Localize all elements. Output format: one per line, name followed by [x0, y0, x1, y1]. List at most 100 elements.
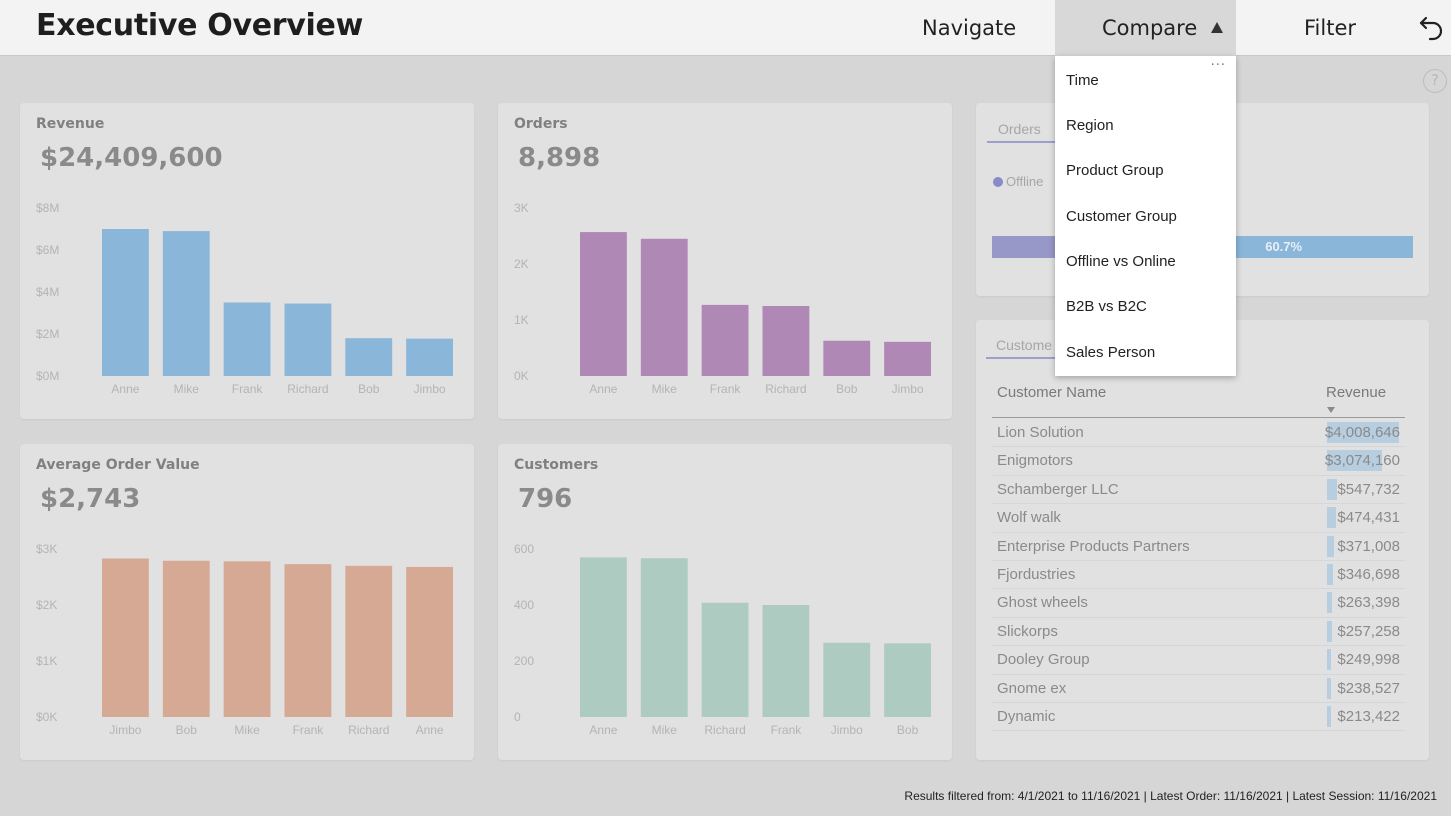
x-tick-label: Richard: [287, 382, 328, 396]
x-tick-label: Richard: [348, 723, 389, 737]
customer-name-cell: Lion Solution: [997, 424, 1084, 441]
column-header-revenue[interactable]: Revenue: [1326, 384, 1387, 401]
caret-up-icon: [1211, 22, 1223, 33]
bar[interactable]: [640, 238, 688, 376]
table-row[interactable]: Ghost wheels $263,398: [992, 589, 1405, 618]
bar[interactable]: [701, 602, 749, 717]
bar[interactable]: [345, 565, 393, 717]
bar[interactable]: [762, 306, 810, 376]
bar[interactable]: [701, 304, 749, 376]
bar[interactable]: [223, 561, 271, 717]
customer-name-cell: Slickorps: [997, 622, 1058, 640]
bar[interactable]: [640, 558, 688, 717]
nav-compare[interactable]: Compare: [1055, 0, 1236, 56]
legend-dot-offline: [993, 177, 1003, 187]
nav-compare-label: Compare: [1102, 16, 1198, 40]
x-tick-label: Anne: [111, 382, 139, 396]
bar[interactable]: [823, 340, 871, 376]
card-value: $2,743: [40, 484, 141, 514]
tab-orders[interactable]: Orders: [998, 121, 1041, 137]
table-row[interactable]: Enigmotors $3,074,160: [992, 447, 1405, 476]
menu-item-sales-person[interactable]: Sales Person: [1066, 344, 1156, 361]
revenue-cell: $213,422: [1337, 708, 1400, 725]
help-icon[interactable]: ?: [1423, 69, 1447, 93]
undo-icon[interactable]: [1418, 14, 1446, 42]
revenue-card: Revenue $24,409,600 $0M $2M $4M $6M $8M Anne M…: [20, 103, 474, 419]
x-tick-label: Richard: [765, 382, 806, 396]
bar[interactable]: [579, 557, 627, 717]
x-tick-label: Mike: [652, 382, 678, 396]
x-tick-label: Anne: [589, 382, 617, 396]
bar[interactable]: [101, 229, 149, 376]
bar[interactable]: [345, 338, 393, 376]
more-options-icon[interactable]: ···: [1210, 58, 1226, 73]
aov-card: Average Order Value $2,743 $0K $1K $2K $3K J…: [20, 444, 474, 760]
revenue-data-bar: [1327, 507, 1336, 529]
customer-name-cell: Dooley Group: [997, 651, 1090, 669]
revenue-cell: $257,258: [1337, 622, 1400, 640]
card-label: Revenue: [36, 116, 105, 132]
card-label: Customers: [514, 457, 599, 473]
table-row[interactable]: Lion Solution $4,008,646: [992, 419, 1405, 448]
customer-name-cell: Enigmotors: [997, 452, 1073, 470]
menu-item-time[interactable]: Time: [1066, 72, 1099, 89]
table-row[interactable]: Dynamic $213,422: [992, 703, 1405, 732]
aov-chart: $0K $1K $2K $3K Jimbo Bob Mike Frank Richard Anne: [36, 542, 454, 737]
table-row[interactable]: Dooley Group $249,998: [992, 646, 1405, 675]
bar[interactable]: [406, 338, 454, 376]
tab-customers[interactable]: Custome: [996, 337, 1053, 353]
bar[interactable]: [162, 231, 210, 376]
sort-descending-icon: [1327, 407, 1335, 413]
revenue-cell: $249,998: [1337, 651, 1400, 669]
bar[interactable]: [762, 605, 810, 717]
menu-item-offline-vs-online[interactable]: Offline vs Online: [1066, 253, 1176, 270]
bar[interactable]: [884, 643, 932, 717]
table-row[interactable]: Schamberger LLC $547,732: [992, 476, 1405, 505]
x-tick-label: Jimbo: [831, 723, 863, 737]
bar[interactable]: [284, 564, 332, 717]
x-tick-label: Jimbo: [109, 723, 141, 737]
card-label: Average Order Value: [36, 457, 200, 473]
column-header-customer-name[interactable]: Customer Name: [997, 384, 1107, 401]
y-tick-label: 600: [514, 542, 534, 556]
orders-chart: 0K 1K 2K 3K Anne Mike Frank Richard Bob Jimbo: [514, 201, 932, 396]
bar[interactable]: [579, 232, 627, 376]
x-tick-label: Anne: [589, 723, 617, 737]
menu-item-product-group[interactable]: Product Group: [1066, 162, 1164, 179]
y-tick-label: 2K: [514, 257, 529, 271]
revenue-cell: $4,008,646: [1324, 424, 1400, 441]
bar[interactable]: [406, 566, 454, 717]
bar[interactable]: [223, 302, 271, 377]
y-tick-label: $3K: [36, 542, 57, 556]
customer-name-cell: Dynamic: [997, 708, 1056, 725]
customer-name-cell: Enterprise Products Partners: [997, 537, 1190, 555]
y-tick-label: 1K: [514, 313, 529, 327]
table-row[interactable]: Wolf walk $474,431: [992, 504, 1405, 533]
bar[interactable]: [101, 558, 149, 717]
nav-navigate[interactable]: Navigate: [922, 16, 1017, 40]
revenue-cell: $474,431: [1337, 509, 1400, 527]
menu-item-region[interactable]: Region: [1066, 117, 1114, 134]
table-row[interactable]: Slickorps $257,258: [992, 618, 1405, 647]
y-tick-label: $1K: [36, 654, 57, 668]
menu-item-customer-group[interactable]: Customer Group: [1066, 208, 1177, 225]
bar[interactable]: [284, 303, 332, 376]
revenue-cell: $263,398: [1337, 594, 1400, 612]
table-row[interactable]: Gnome ex $238,527: [992, 675, 1405, 703]
bar[interactable]: [884, 341, 932, 376]
revenue-cell: $346,698: [1337, 566, 1400, 583]
bar[interactable]: [823, 642, 871, 717]
top-bar: Executive Overview Navigate Compare Filt…: [0, 0, 1451, 56]
table-row[interactable]: Fjordustries $346,698: [992, 561, 1405, 590]
nav-filter[interactable]: Filter: [1304, 16, 1357, 40]
bar[interactable]: [162, 560, 210, 717]
y-tick-label: $4M: [36, 285, 59, 299]
x-tick-label: Bob: [358, 382, 380, 396]
customers-card: Customers 796 0 200 400 600 Anne Mike Richard F…: [498, 444, 952, 760]
card-label: Orders: [514, 116, 568, 132]
menu-item-b2b-vs-b2c[interactable]: B2B vs B2C: [1066, 298, 1147, 315]
y-tick-label: 0: [514, 710, 521, 724]
customer-name-cell: Ghost wheels: [997, 594, 1088, 612]
table-row[interactable]: Enterprise Products Partners $371,008: [992, 533, 1405, 561]
x-tick-label: Frank: [710, 382, 742, 396]
